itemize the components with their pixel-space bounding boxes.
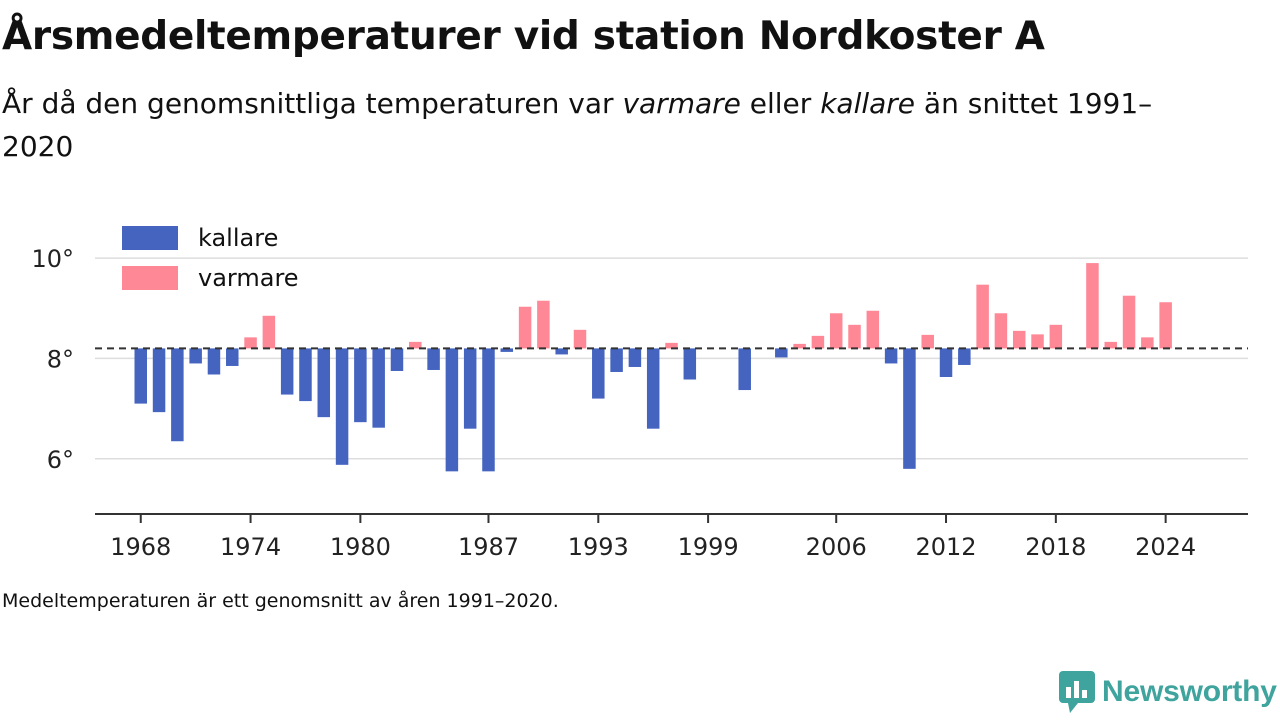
legend: kallare varmare bbox=[122, 224, 299, 292]
bar-warmer bbox=[921, 334, 934, 349]
bar-colder bbox=[280, 348, 294, 395]
bar-warmer bbox=[665, 342, 678, 349]
temperature-bar-chart: 6° 8° 10° 1968 1974 1980 1987 1993 1999 2006 2012… bbox=[31, 224, 1248, 561]
x-tick-label: 2012 bbox=[915, 533, 976, 561]
bar-warmer bbox=[518, 306, 532, 349]
x-tick-label: 2006 bbox=[806, 533, 867, 561]
bar-colder bbox=[152, 348, 166, 413]
x-tick-label: 1974 bbox=[220, 533, 281, 561]
bar-colder bbox=[445, 348, 459, 472]
x-axis-ticks: 1968 1974 1980 1987 1993 1999 2006 2012 2018 2024 bbox=[110, 514, 1196, 561]
bar-warmer bbox=[573, 329, 587, 349]
bar-warmer bbox=[1031, 334, 1044, 349]
footnote: Medeltemperaturen är ett genomsnitt av å… bbox=[2, 590, 559, 612]
bar-warmer bbox=[1086, 263, 1099, 349]
bar-colder bbox=[592, 348, 605, 399]
x-tick-label: 1993 bbox=[568, 533, 629, 561]
bar-warmer bbox=[262, 315, 276, 349]
x-tick-label: 1999 bbox=[678, 533, 739, 561]
subtitle-text-2: eller bbox=[740, 87, 821, 120]
legend-label-kallare: kallare bbox=[198, 224, 278, 252]
subtitle-text-3: än snittet 1991–2020 bbox=[2, 87, 1153, 163]
bar-warmer bbox=[976, 284, 989, 349]
x-tick-label: 1968 bbox=[110, 533, 171, 561]
y-axis-ticks: 6° 8° 10° bbox=[31, 245, 74, 474]
bar-colder bbox=[189, 348, 202, 364]
chart-title: Årsmedeltemperaturer vid station Nordkos… bbox=[2, 14, 1045, 59]
bar-colder bbox=[958, 348, 971, 365]
bar-colder bbox=[226, 348, 239, 366]
bar-colder bbox=[427, 348, 440, 370]
bar-colder bbox=[335, 348, 349, 465]
legend-label-varmare: varmare bbox=[198, 264, 299, 292]
bar-colder bbox=[555, 348, 568, 355]
x-tick-label: 2024 bbox=[1135, 533, 1196, 561]
bar-warmer bbox=[994, 313, 1008, 349]
bar-colder bbox=[610, 348, 623, 372]
newsworthy-logo-icon bbox=[1059, 671, 1095, 713]
y-tick-label: 8° bbox=[47, 345, 74, 373]
bar-warmer bbox=[793, 343, 806, 349]
bar-colder bbox=[646, 348, 660, 429]
bars bbox=[134, 263, 1172, 472]
subtitle-text-1: År då den genomsnittliga temperaturen va… bbox=[2, 87, 623, 120]
bar-warmer bbox=[244, 337, 257, 349]
y-tick-label: 10° bbox=[31, 245, 74, 273]
x-tick-label: 1987 bbox=[458, 533, 519, 561]
bar-colder bbox=[372, 348, 385, 428]
chart-subtitle: År då den genomsnittliga temperaturen va… bbox=[2, 82, 1222, 168]
bar-colder bbox=[683, 348, 697, 380]
bar-warmer bbox=[1049, 324, 1063, 349]
bar-warmer bbox=[848, 324, 861, 349]
bar-colder bbox=[775, 348, 788, 358]
bar-warmer bbox=[1122, 295, 1136, 349]
bar-warmer bbox=[537, 300, 550, 349]
x-tick-label: 2018 bbox=[1025, 533, 1086, 561]
bar-warmer bbox=[409, 341, 422, 349]
bar-colder bbox=[482, 348, 495, 472]
bar-colder bbox=[884, 348, 898, 364]
subtitle-warm-word: varmare bbox=[622, 87, 741, 120]
legend-swatch-kallare bbox=[122, 226, 178, 250]
bar-colder bbox=[134, 348, 148, 404]
bar-colder bbox=[207, 348, 221, 375]
bar-colder bbox=[317, 348, 331, 418]
brand-logo: Newsworthy bbox=[1058, 670, 1277, 714]
bar-colder bbox=[390, 348, 404, 371]
bar-colder bbox=[299, 348, 312, 402]
bar-colder bbox=[738, 348, 751, 391]
bar-colder bbox=[354, 348, 367, 423]
brand-name: Newsworthy bbox=[1102, 675, 1277, 708]
bar-warmer bbox=[1104, 341, 1117, 349]
bar-colder bbox=[939, 348, 953, 378]
legend-swatch-varmare bbox=[122, 266, 178, 290]
bar-warmer bbox=[829, 313, 843, 349]
bar-warmer bbox=[866, 310, 880, 349]
y-tick-label: 6° bbox=[47, 446, 74, 474]
subtitle-cold-word: kallare bbox=[820, 87, 916, 120]
bar-warmer bbox=[1012, 330, 1026, 349]
bar-colder bbox=[500, 348, 514, 352]
bar-warmer bbox=[811, 335, 825, 349]
bar-colder bbox=[628, 348, 642, 367]
bar-warmer bbox=[1141, 337, 1154, 349]
bar-colder bbox=[903, 348, 916, 469]
bar-warmer bbox=[1159, 302, 1172, 349]
x-tick-label: 1980 bbox=[330, 533, 391, 561]
bar-colder bbox=[463, 348, 477, 429]
bar-colder bbox=[171, 348, 184, 442]
